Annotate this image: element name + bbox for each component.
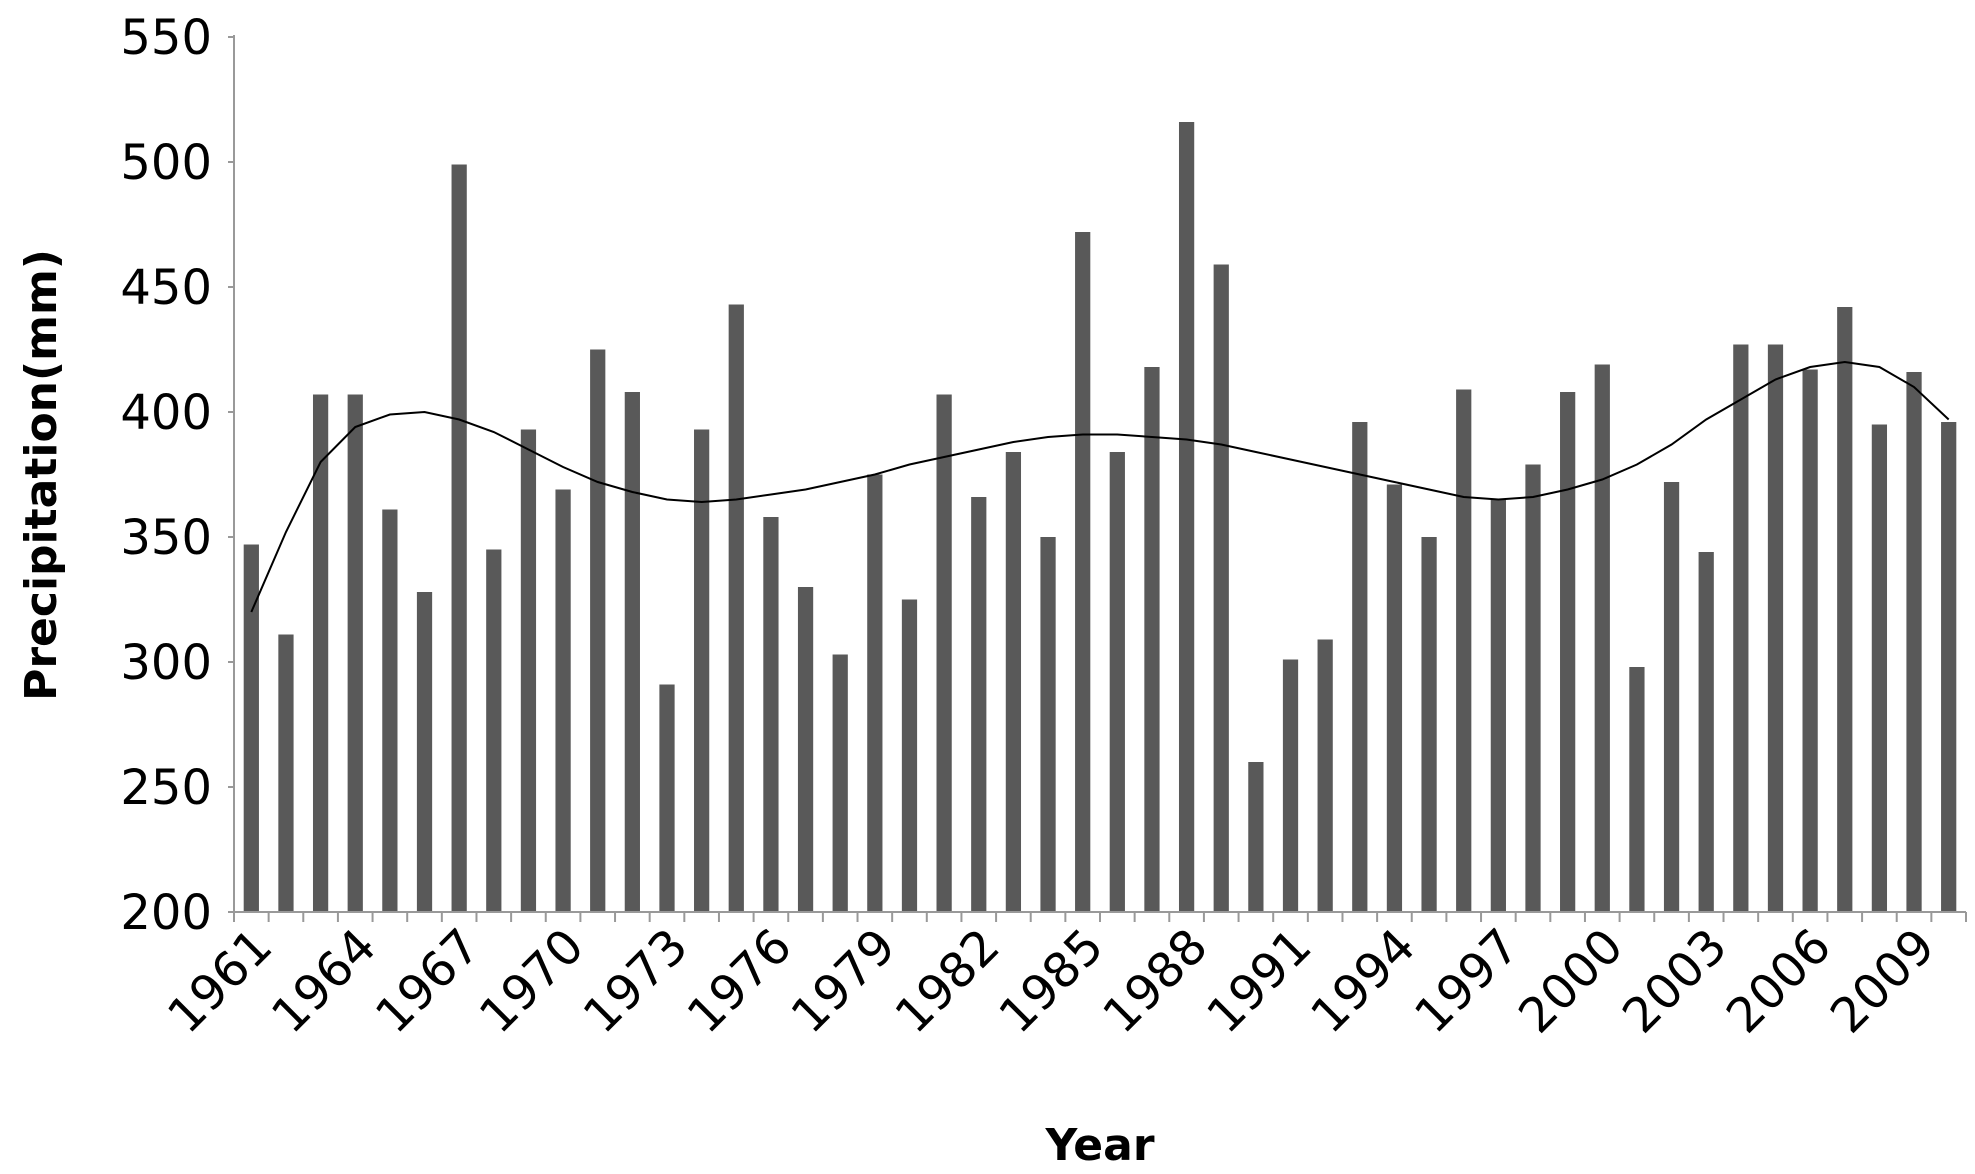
bar — [832, 654, 848, 912]
bar — [555, 489, 571, 912]
x-tick-label: 2009 — [1820, 918, 1946, 1044]
y-tick-label: 500 — [120, 135, 212, 191]
bar — [1386, 484, 1403, 912]
bar — [416, 592, 433, 912]
y-tick-label: 450 — [120, 260, 212, 316]
x-tick-label: 1976 — [677, 918, 803, 1044]
bar — [278, 634, 294, 912]
bar — [1594, 364, 1610, 912]
x-tick-label: 1997 — [1404, 918, 1530, 1044]
bar — [1698, 552, 1714, 912]
bar — [1837, 307, 1853, 912]
x-tick-label: 1967 — [365, 918, 491, 1044]
bar — [520, 429, 537, 912]
bar — [1941, 422, 1957, 912]
bar — [971, 497, 987, 912]
bar — [1109, 452, 1125, 912]
bar — [1005, 452, 1022, 912]
bar — [1629, 667, 1645, 912]
bar — [1213, 264, 1229, 912]
bar — [1178, 122, 1195, 912]
bar — [1317, 639, 1333, 912]
x-tick-label: 1964 — [261, 918, 387, 1044]
x-tick-label: 2000 — [1508, 918, 1634, 1044]
bar — [1144, 367, 1160, 912]
x-axis-title: Year — [1044, 1120, 1154, 1171]
bar — [728, 304, 744, 912]
bar — [1075, 232, 1091, 912]
bar — [312, 394, 329, 912]
y-tick-label: 550 — [120, 10, 212, 66]
y-tick-label: 200 — [120, 885, 212, 941]
bar — [694, 429, 710, 912]
bar — [1421, 537, 1437, 912]
bar — [486, 549, 502, 912]
x-tick-label: 1973 — [573, 918, 699, 1044]
x-tick-label: 1985 — [989, 918, 1115, 1044]
bar — [1525, 464, 1541, 912]
bar — [797, 587, 814, 912]
x-tick-label: 1988 — [1092, 918, 1218, 1044]
x-tick-label: 1991 — [1196, 918, 1322, 1044]
bar — [243, 544, 259, 912]
bar — [1490, 499, 1506, 912]
y-tick-label: 400 — [120, 385, 212, 441]
bar — [590, 349, 606, 912]
bar — [659, 684, 675, 912]
y-tick-label: 300 — [120, 635, 212, 691]
y-tick-label: 350 — [120, 510, 212, 566]
trend-line — [250, 360, 1950, 613]
bar — [867, 474, 883, 912]
x-tick-label: 1982 — [885, 918, 1011, 1044]
x-tick-label: 1970 — [469, 918, 595, 1044]
bar — [1352, 422, 1368, 912]
bar — [1906, 372, 1922, 912]
bar — [1248, 762, 1264, 912]
bar — [382, 509, 398, 912]
y-tick-label: 250 — [120, 760, 212, 816]
bar — [1871, 424, 1888, 912]
x-tick-label: 2006 — [1716, 918, 1842, 1044]
bar — [1282, 659, 1299, 912]
bar — [1733, 344, 1749, 912]
x-tick-label: 1979 — [781, 918, 907, 1044]
bar — [1802, 369, 1818, 912]
bar — [763, 517, 779, 912]
bar — [901, 599, 918, 912]
bar — [1456, 389, 1472, 912]
x-tick-label: 1994 — [1300, 918, 1426, 1044]
bar — [624, 392, 640, 912]
bar — [347, 394, 363, 912]
y-axis-title: Precipitation(mm) — [16, 249, 67, 701]
bar — [1560, 392, 1576, 912]
bar — [1040, 537, 1056, 912]
bar — [1663, 482, 1680, 912]
bar — [936, 394, 952, 912]
x-tick-label: 2003 — [1612, 918, 1738, 1044]
bar — [451, 164, 467, 912]
bar — [1767, 344, 1784, 912]
